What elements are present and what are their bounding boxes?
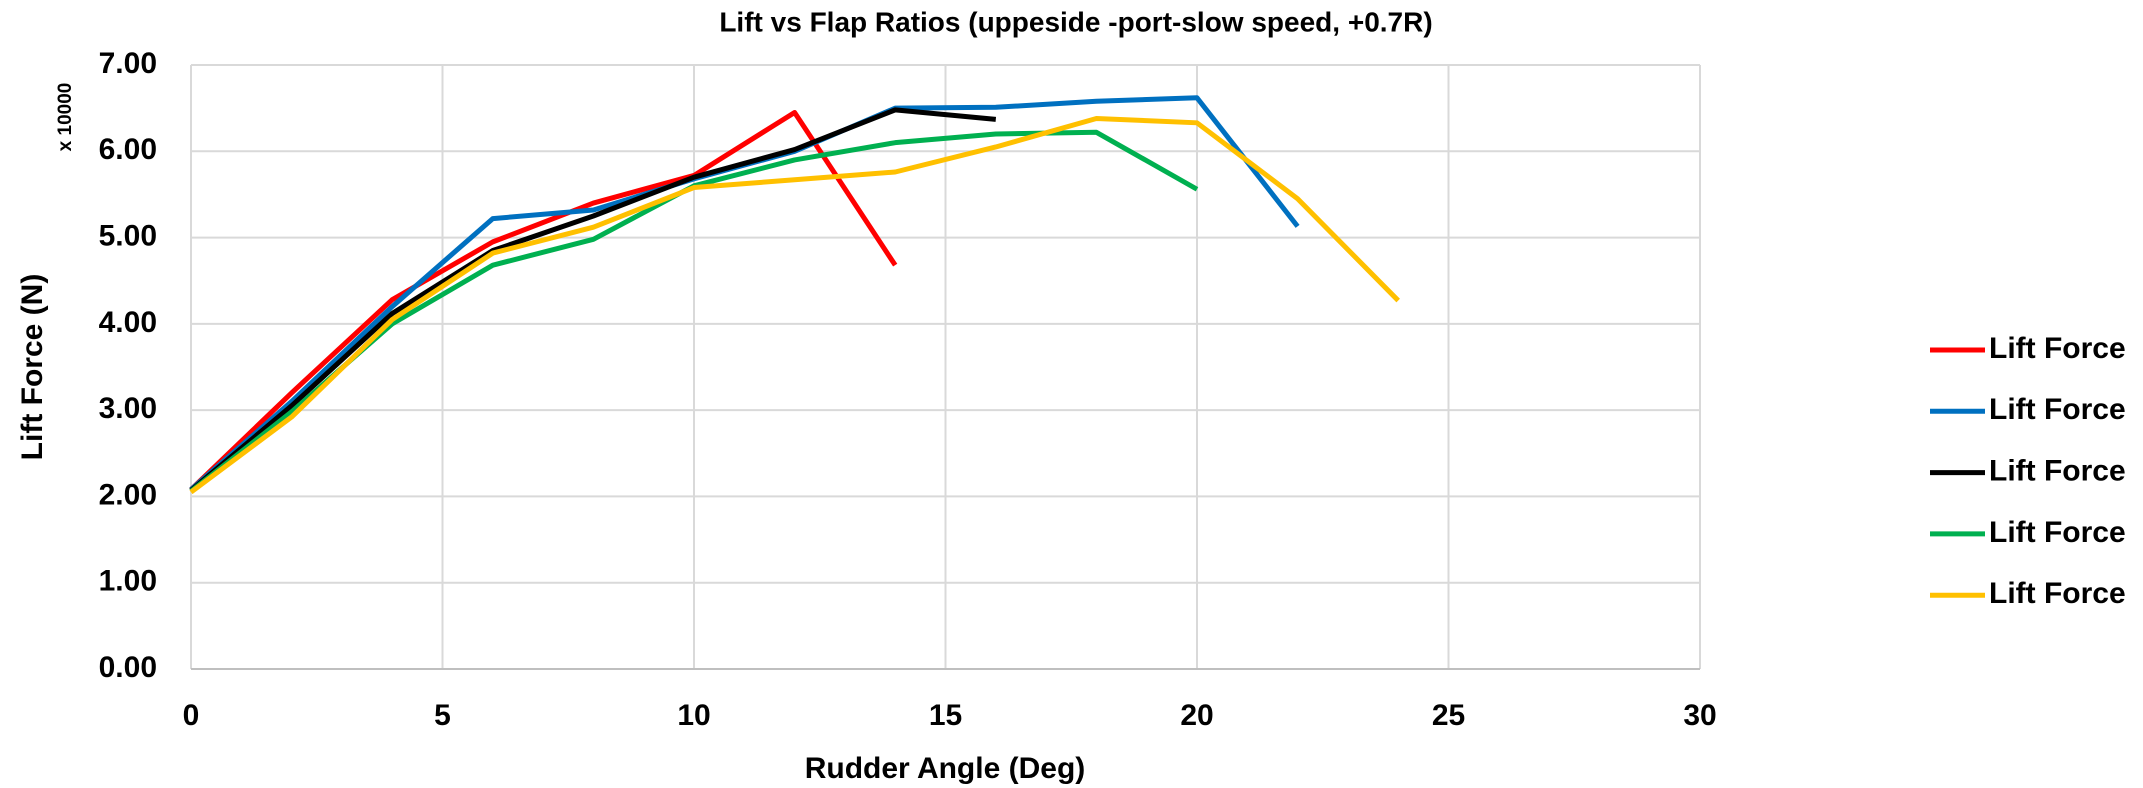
series-line — [189, 95, 1300, 492]
x-tick-label: 10 — [677, 699, 710, 732]
series-line — [189, 107, 997, 493]
series-line — [189, 115, 1400, 495]
x-tick-label: 15 — [929, 699, 962, 732]
x-tick-label: 20 — [1180, 699, 1213, 732]
legend-label: Lift Force — [1989, 393, 2126, 426]
chart-title: Lift vs Flap Ratios (uppeside -port-slow… — [719, 6, 1432, 37]
x-tick-label: 0 — [183, 699, 200, 732]
legend-label: Lift Force — [1989, 455, 2126, 488]
y-tick-label: 4.00 — [99, 306, 157, 339]
y-tick-label: 6.00 — [99, 133, 157, 166]
legend-label: Lift Force — [1989, 577, 2126, 610]
y-tick-label: 2.00 — [99, 478, 157, 511]
y-tick-label: 3.00 — [99, 392, 157, 425]
y-tick-label: 5.00 — [99, 219, 157, 252]
legend-label: Lift Force — [1989, 516, 2126, 549]
y-tick-label: 1.00 — [99, 565, 157, 598]
x-tick-label: 25 — [1432, 699, 1465, 732]
legend-label: Lift Force — [1989, 332, 2126, 365]
y-tick-label: 0.00 — [99, 651, 157, 684]
x-tick-label: 5 — [434, 699, 451, 732]
x-tick-label: 30 — [1683, 699, 1716, 732]
x-axis-label: Rudder Angle (Deg) — [805, 752, 1086, 785]
y-tick-label: 7.00 — [99, 47, 157, 80]
series-line — [189, 109, 898, 492]
y-axis-label: Lift Force (N) — [16, 274, 49, 461]
y-multiplier: x 10000 — [55, 83, 76, 152]
